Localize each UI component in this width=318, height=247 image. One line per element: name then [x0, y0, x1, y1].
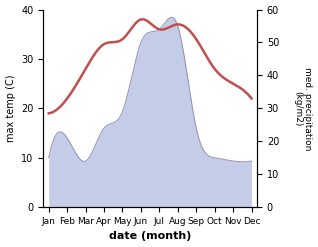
X-axis label: date (month): date (month): [109, 231, 191, 242]
Y-axis label: max temp (C): max temp (C): [5, 75, 16, 142]
Y-axis label: med. precipitation
(kg/m2): med. precipitation (kg/m2): [293, 67, 313, 150]
